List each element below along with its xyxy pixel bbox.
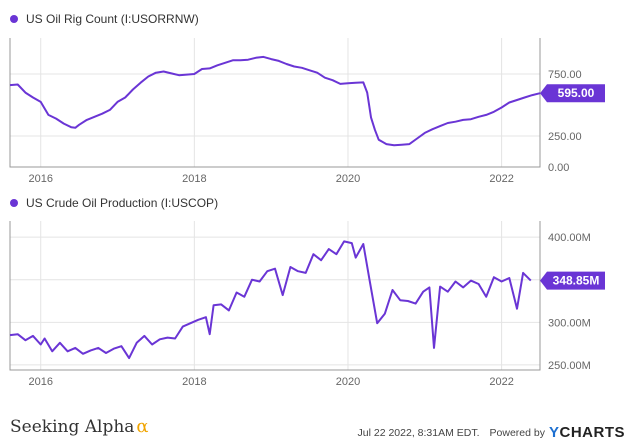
x-tick-label: 2018	[182, 173, 206, 185]
x-tick-label: 2022	[489, 376, 513, 388]
x-tick-label: 2022	[489, 173, 513, 185]
y-tick-label: 750.00	[548, 69, 582, 81]
legend-bottom: US Crude Oil Production (I:USCOP)	[10, 196, 218, 210]
powered-by-text: Powered by	[489, 426, 545, 439]
brand-text: Seeking Alpha	[10, 417, 135, 437]
x-tick-label: 2020	[336, 376, 360, 388]
y-tick-label: 250.00M	[548, 360, 591, 372]
series-line	[9, 240, 532, 360]
x-tick-label: 2020	[336, 173, 360, 185]
y-tick-label: 0.00	[548, 162, 569, 174]
legend-dot-icon	[10, 15, 18, 23]
ycharts-logo: YCHARTS	[548, 424, 625, 441]
y-tick-label: 300.00M	[548, 317, 591, 329]
footer-meta: Jul 22 2022, 8:31AM EDT. Powered by YCHA…	[358, 424, 625, 441]
last-value-badge	[540, 271, 605, 290]
last-value-label: 348.85M	[553, 274, 600, 288]
legend-top: US Oil Rig Count (I:USORRNW)	[10, 12, 199, 26]
legend-label-rig-count: US Oil Rig Count (I:USORRNW)	[26, 12, 199, 26]
x-tick-label: 2016	[28, 376, 52, 388]
chart-panel-rig-count: 0.00 250.00 750.00 2016 2018 2020 2022 595.00	[9, 38, 605, 185]
y-tick-label: 250.00	[548, 131, 582, 143]
series-line	[9, 55, 541, 147]
legend-dot-icon	[10, 199, 18, 207]
y-tick-label: 400.00M	[548, 232, 591, 244]
x-tick-label: 2016	[28, 173, 52, 185]
last-value-label: 595.00	[558, 86, 595, 100]
x-tick-label: 2018	[182, 376, 206, 388]
legend-label-crude-production: US Crude Oil Production (I:USCOP)	[26, 196, 219, 210]
timestamp: Jul 22 2022, 8:31AM EDT.	[357, 426, 480, 439]
chart-panel-crude-production: 250.00M300.00M350.00M400.00M201620182020…	[9, 221, 605, 388]
alpha-icon: α	[136, 416, 149, 437]
axis-frame	[9, 221, 541, 371]
axis-frame	[9, 38, 541, 168]
seeking-alpha-logo: Seeking Alpha α	[10, 416, 149, 437]
last-value-badge	[540, 84, 605, 103]
